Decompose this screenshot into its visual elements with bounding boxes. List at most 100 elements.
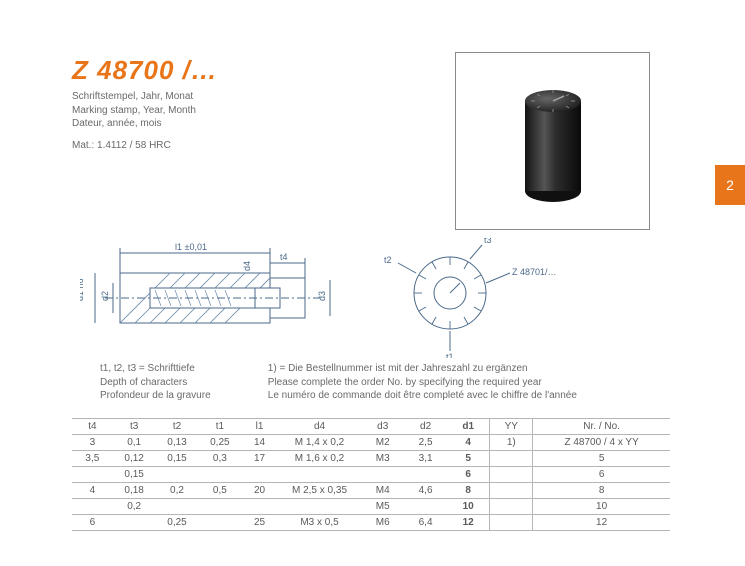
dim-ref: Z 48701/… bbox=[512, 267, 557, 277]
table-cell: 0,1 bbox=[113, 435, 156, 451]
legend-right-2: Please complete the order No. by specify… bbox=[268, 376, 638, 390]
table-cell bbox=[490, 451, 533, 467]
table-cell: 0,25 bbox=[156, 515, 199, 531]
table-cell bbox=[156, 499, 199, 515]
table-col-d4: d4 bbox=[278, 419, 362, 435]
table-col-d1: d1 bbox=[447, 419, 490, 435]
table-cell bbox=[404, 467, 447, 483]
part-number-title: Z 48700 /… bbox=[72, 55, 218, 86]
dim-d1h6: d1 h6 bbox=[80, 278, 85, 301]
table-cell bbox=[72, 467, 113, 483]
table-cell: 10 bbox=[533, 499, 670, 515]
table-cell bbox=[241, 467, 277, 483]
table-cell: M5 bbox=[361, 499, 404, 515]
subtitle-en: Marking stamp, Year, Month bbox=[72, 104, 196, 118]
table-cell: M 2,5 x 0,35 bbox=[278, 483, 362, 499]
table-row: 3,50,120,150,317M 1,6 x 0,2M33,155 bbox=[72, 451, 670, 467]
table-header-row: t4t3t2t1l1d4d3d2d1YYNr. / No. bbox=[72, 419, 670, 435]
table-cell: 2,5 bbox=[404, 435, 447, 451]
table-cell: 0,15 bbox=[113, 467, 156, 483]
table-cell: 6 bbox=[72, 515, 113, 531]
table-cell bbox=[278, 467, 362, 483]
dim-d4: d4 bbox=[242, 261, 252, 271]
table-cell: 4 bbox=[447, 435, 490, 451]
table-cell: 5 bbox=[447, 451, 490, 467]
table-cell: 8 bbox=[447, 483, 490, 499]
table-cell: 0,25 bbox=[198, 435, 241, 451]
table-cell: 6 bbox=[447, 467, 490, 483]
table-cell: 1) bbox=[490, 435, 533, 451]
table-cell: 10 bbox=[447, 499, 490, 515]
product-image-box bbox=[455, 52, 650, 230]
table-cell: 4 bbox=[72, 483, 113, 499]
table-cell: Z 48700 / 4 x YY bbox=[533, 435, 670, 451]
table-cell: 0,2 bbox=[156, 483, 199, 499]
table-cell: 8 bbox=[533, 483, 670, 499]
table-cell bbox=[241, 499, 277, 515]
table-cell: M2 bbox=[361, 435, 404, 451]
table-col-l1: l1 bbox=[241, 419, 277, 435]
dimension-table: t4t3t2t1l1d4d3d2d1YYNr. / No. 30,10,130,… bbox=[72, 418, 670, 531]
table-cell bbox=[490, 499, 533, 515]
table-cell bbox=[72, 499, 113, 515]
table-row: 0,2 M5 10 10 bbox=[72, 499, 670, 515]
table-cell: M 1,4 x 0,2 bbox=[278, 435, 362, 451]
legend-left-3: Profondeur de la gravure bbox=[100, 389, 265, 403]
table-cell: 5 bbox=[533, 451, 670, 467]
table-col-d3: d3 bbox=[361, 419, 404, 435]
table-cell bbox=[198, 467, 241, 483]
table-cell: 6 bbox=[533, 467, 670, 483]
table-cell: 3 bbox=[72, 435, 113, 451]
table-row: 60,2525M3 x 0,5M66,41212 bbox=[72, 515, 670, 531]
table-cell: 0,12 bbox=[113, 451, 156, 467]
dim-t3: t3 bbox=[484, 238, 492, 245]
table-cell: 0,3 bbox=[198, 451, 241, 467]
table-col-t3: t3 bbox=[113, 419, 156, 435]
table-cell bbox=[404, 499, 447, 515]
dim-l1: l1 ±0,01 bbox=[175, 242, 207, 252]
technical-diagram: l1 ±0,01 t4 d1 h6 d2 d4 d3 bbox=[80, 238, 650, 358]
table-col-nrno: Nr. / No. bbox=[533, 419, 670, 435]
table-cell bbox=[198, 515, 241, 531]
page-tab: 2 bbox=[715, 165, 745, 205]
subtitle-block: Schriftstempel, Jahr, Monat Marking stam… bbox=[72, 90, 196, 131]
table-cell: M 1,6 x 0,2 bbox=[278, 451, 362, 467]
dim-t1: t1 bbox=[446, 352, 454, 358]
legend-right-1: 1) = Die Bestellnummer ist mit der Jahre… bbox=[268, 362, 638, 376]
table-col-yy: YY bbox=[490, 419, 533, 435]
table-cell: 20 bbox=[241, 483, 277, 499]
legend-right-3: Le numéro de commande doit être completé… bbox=[268, 389, 638, 403]
table-cell: 14 bbox=[241, 435, 277, 451]
legend-left-2: Depth of characters bbox=[100, 376, 265, 390]
table-cell bbox=[156, 467, 199, 483]
dim-t2: t2 bbox=[384, 255, 392, 265]
table-cell: 6,4 bbox=[404, 515, 447, 531]
dim-d2: d2 bbox=[100, 291, 110, 301]
table-row: 0,15 6 6 bbox=[72, 467, 670, 483]
table-cell: 3,5 bbox=[72, 451, 113, 467]
table-cell: 0,18 bbox=[113, 483, 156, 499]
subtitle-fr: Dateur, année, mois bbox=[72, 117, 196, 131]
dim-d3: d3 bbox=[317, 291, 327, 301]
dim-t4: t4 bbox=[280, 252, 288, 262]
table-col-d2: d2 bbox=[404, 419, 447, 435]
table-cell: 0,5 bbox=[198, 483, 241, 499]
table-body: 30,10,130,2514M 1,4 x 0,2M22,541)Z 48700… bbox=[72, 435, 670, 531]
table-cell bbox=[278, 499, 362, 515]
table-cell bbox=[490, 467, 533, 483]
table-col-t4: t4 bbox=[72, 419, 113, 435]
subtitle-de: Schriftstempel, Jahr, Monat bbox=[72, 90, 196, 104]
table-row: 30,10,130,2514M 1,4 x 0,2M22,541)Z 48700… bbox=[72, 435, 670, 451]
table-cell bbox=[198, 499, 241, 515]
table-col-t1: t1 bbox=[198, 419, 241, 435]
table-cell: 25 bbox=[241, 515, 277, 531]
table-cell: M3 bbox=[361, 451, 404, 467]
table-cell: M4 bbox=[361, 483, 404, 499]
table-cell: 3,1 bbox=[404, 451, 447, 467]
legend-left-1: t1, t2, t3 = Schrifttiefe bbox=[100, 362, 265, 376]
table-cell: 0,2 bbox=[113, 499, 156, 515]
table-row: 40,180,20,520M 2,5 x 0,35M44,688 bbox=[72, 483, 670, 499]
table-cell bbox=[361, 467, 404, 483]
table-cell: M3 x 0,5 bbox=[278, 515, 362, 531]
table-cell: 0,13 bbox=[156, 435, 199, 451]
